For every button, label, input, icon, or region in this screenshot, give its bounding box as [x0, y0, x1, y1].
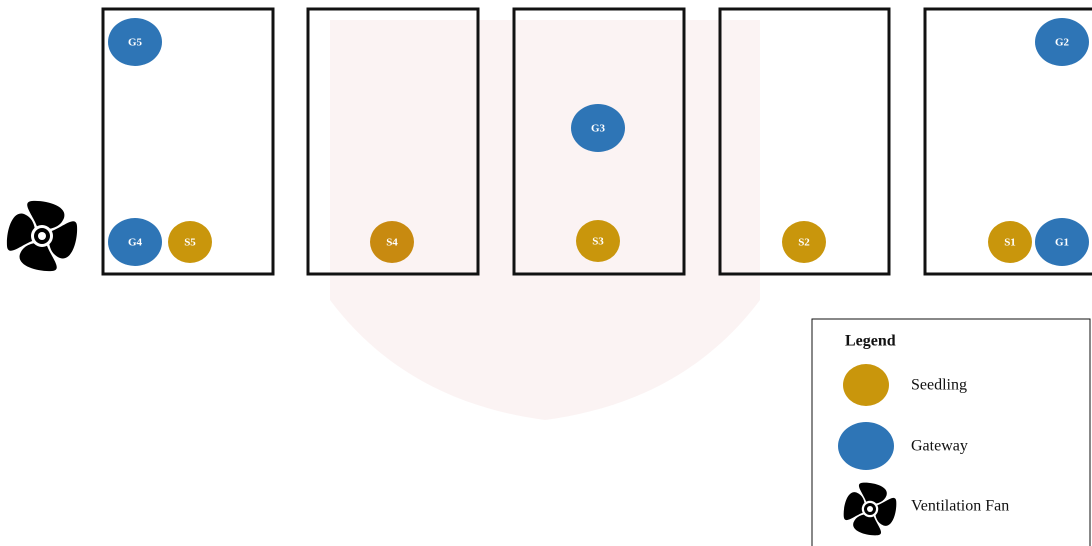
gateway-node [108, 218, 162, 266]
room [101, 7, 275, 276]
legend-item: Ventilation Fan [911, 498, 1009, 515]
legend-seedling-swatch [843, 364, 889, 406]
legend-item: Seedling [911, 377, 967, 394]
gateway-label: G4 [128, 237, 143, 249]
gateway-label: G5 [128, 37, 143, 49]
seedling-node [168, 221, 212, 263]
gateway-node [571, 104, 625, 152]
gateway-label: G1 [1055, 237, 1069, 249]
gateway-node [1035, 218, 1089, 266]
seedling-node [370, 221, 414, 263]
room [512, 7, 686, 276]
legend-title: Legend [845, 333, 896, 350]
seedling-label: S5 [184, 237, 196, 249]
watermark [330, 20, 760, 420]
seedling-label: S3 [592, 236, 604, 248]
gateway-node [1035, 18, 1089, 66]
room [306, 7, 480, 276]
legend-item: Gateway [911, 438, 968, 455]
room [923, 7, 1092, 276]
ventilation-fan [6, 200, 78, 272]
seedling-node [988, 221, 1032, 263]
room [718, 7, 891, 276]
gateway-label: G3 [591, 123, 606, 135]
seedling-node [782, 221, 826, 263]
seedling-label: S4 [386, 237, 398, 249]
seedling-node [576, 220, 620, 262]
gateway-node [108, 18, 162, 66]
seedling-label: S2 [798, 237, 810, 249]
gateway-label: G2 [1055, 37, 1070, 49]
legend-gateway-swatch [838, 422, 894, 470]
seedling-label: S1 [1004, 237, 1016, 249]
